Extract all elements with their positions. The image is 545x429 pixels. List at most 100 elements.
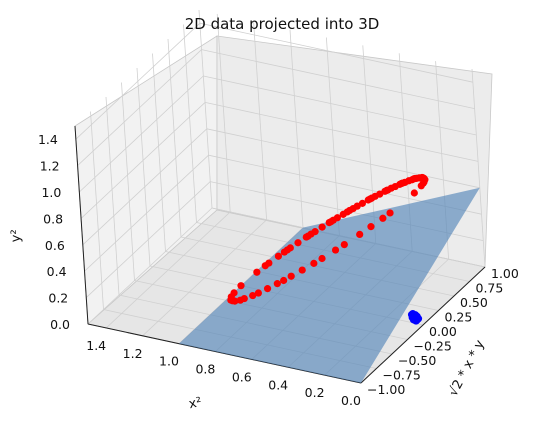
blue-point xyxy=(413,316,421,325)
z-tick-label: 1.4 xyxy=(38,132,58,147)
grid-line-y-side xyxy=(167,38,182,238)
red-point xyxy=(294,239,302,247)
plane-layer xyxy=(179,187,480,383)
x-tick-label: 1.2 xyxy=(123,346,143,361)
grid-line-z-side xyxy=(84,154,209,272)
grid-line-y-side xyxy=(105,96,120,296)
red-point xyxy=(261,262,269,270)
grid-line-y-side xyxy=(183,24,197,223)
red-point xyxy=(383,186,391,194)
grid-line-x-back xyxy=(471,68,486,268)
grid-line-x-back xyxy=(326,37,340,236)
grid-line-x-back xyxy=(253,21,267,220)
grid-line-z-side xyxy=(79,75,204,193)
x-tick-label: 0.8 xyxy=(195,362,215,377)
red-point xyxy=(304,232,312,240)
y-axis-label: √2 * x * y xyxy=(446,337,488,399)
grid-line-z-back xyxy=(201,49,475,109)
grid-line-x-back xyxy=(216,13,231,212)
z-tick-label: 0.0 xyxy=(50,317,70,332)
z-axis-line xyxy=(74,125,89,325)
red-point xyxy=(228,297,236,305)
red-point xyxy=(318,254,326,263)
y-tick-label: 0.75 xyxy=(476,281,504,296)
z-tick-label: 0.8 xyxy=(43,211,63,226)
red-point xyxy=(237,282,245,290)
y-axis-line xyxy=(360,266,486,384)
grid-line-y-side xyxy=(152,53,166,252)
red-point xyxy=(236,296,244,304)
y-tick-label: 0.00 xyxy=(429,324,457,339)
red-point xyxy=(254,289,262,297)
red-point xyxy=(311,228,319,236)
grid-line-z-side xyxy=(80,102,206,219)
y-tick-label: −0.50 xyxy=(398,353,436,368)
red-point xyxy=(343,208,351,216)
z-tick-label: 0.4 xyxy=(47,264,67,279)
red-point xyxy=(340,240,348,249)
x-tick-label: 1.4 xyxy=(86,338,106,353)
z-axis-label: y² xyxy=(9,229,24,242)
y-tick-label: −1.00 xyxy=(367,382,405,397)
red-point xyxy=(310,259,318,267)
red-point xyxy=(410,189,418,197)
grid-line-y-side xyxy=(90,111,104,310)
grid-line-z-side xyxy=(77,49,202,166)
x-tick-label: 0.0 xyxy=(341,393,361,408)
red-point xyxy=(274,252,283,260)
x-tick-label: 0.4 xyxy=(268,377,288,392)
x-tick-label: 0.6 xyxy=(232,369,252,384)
grid-line-z-back xyxy=(199,22,473,83)
red-point xyxy=(253,268,261,276)
grid-line-y-side xyxy=(136,67,151,267)
grid-line-z-side xyxy=(85,181,211,298)
red-point xyxy=(331,246,340,254)
grid-line-x-back xyxy=(362,45,377,244)
points-layer xyxy=(227,173,429,325)
red-point xyxy=(356,230,364,238)
y-tick-label: −0.25 xyxy=(414,339,452,354)
grid-line-z-back xyxy=(204,102,479,162)
red-point xyxy=(263,285,272,293)
grid-line-z-side xyxy=(82,128,208,246)
grid-line-y-side xyxy=(121,82,135,281)
grid-line-z-side xyxy=(87,207,213,325)
x-axis-label: x² xyxy=(187,395,203,412)
z-tick-label: 0.2 xyxy=(48,291,68,306)
y-tick-label: −0.75 xyxy=(383,368,421,383)
x-tick-label: 1.0 xyxy=(159,354,179,369)
red-point xyxy=(333,214,341,222)
red-point xyxy=(417,182,425,190)
red-point xyxy=(283,246,291,254)
y-tick-label: 0.50 xyxy=(460,295,488,310)
z-tick-label: 1.0 xyxy=(41,185,61,200)
z-tick-label: 1.2 xyxy=(40,159,60,174)
red-point xyxy=(287,272,295,280)
separating-plane xyxy=(179,187,480,383)
grid-line-y-side xyxy=(198,9,213,209)
red-point xyxy=(280,276,288,285)
tick-layer: 1.4 1.2 1.0 0.8 0.6 0.4 0.2 0.0 −1.00−0.75−0.50−… xyxy=(38,132,519,408)
red-point xyxy=(230,289,238,297)
red-point xyxy=(353,202,361,210)
grid-line-z-back xyxy=(203,75,477,136)
chart-title: 2D data projected into 3D xyxy=(185,15,380,33)
grid-line-z-back xyxy=(206,128,480,189)
red-point xyxy=(249,291,257,300)
y-tick-label: 0.25 xyxy=(445,310,473,325)
red-point xyxy=(366,195,374,203)
y-tick-label: 1.00 xyxy=(491,266,519,281)
z-tick-label: 0.6 xyxy=(45,238,65,253)
red-point xyxy=(273,280,281,288)
red-point xyxy=(379,214,387,222)
red-point xyxy=(397,179,406,188)
red-point xyxy=(367,223,375,231)
red-point xyxy=(327,218,335,226)
red-point xyxy=(318,223,326,231)
red-point xyxy=(418,174,427,182)
x-tick-label: 0.2 xyxy=(305,385,325,400)
grid-line-z-side xyxy=(75,22,201,140)
red-point xyxy=(298,266,306,274)
red-point xyxy=(386,209,394,217)
